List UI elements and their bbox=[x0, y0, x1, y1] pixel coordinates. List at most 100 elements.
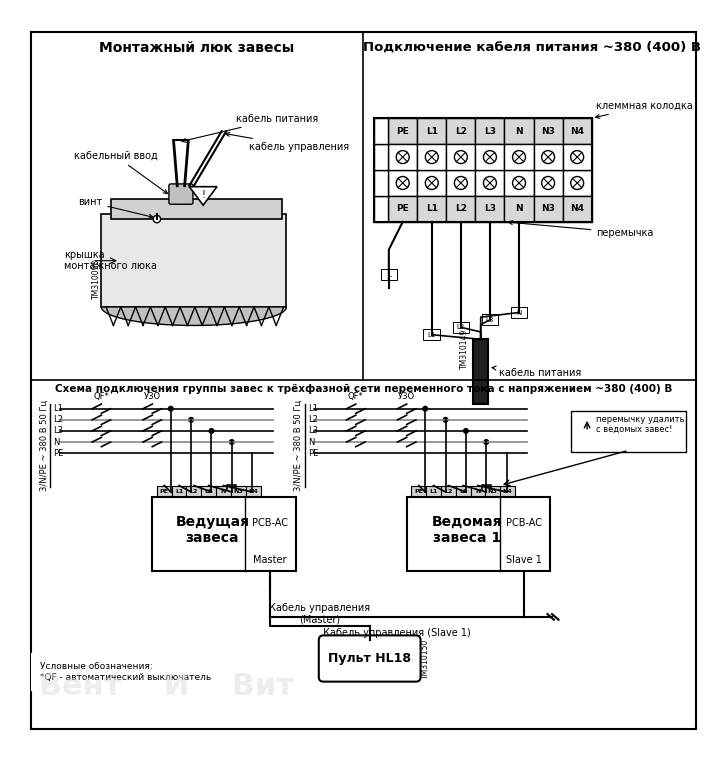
Circle shape bbox=[425, 177, 438, 189]
Bar bbox=[534, 170, 563, 196]
Text: N4: N4 bbox=[248, 489, 258, 494]
Text: L3: L3 bbox=[459, 489, 467, 494]
Bar bbox=[417, 144, 446, 170]
Text: L1: L1 bbox=[426, 126, 438, 135]
Circle shape bbox=[396, 151, 409, 164]
Bar bbox=[534, 196, 563, 222]
Text: PCB-AC: PCB-AC bbox=[506, 517, 542, 527]
Text: Схема подключения группы завес к трёхфазной сети переменного тока с напряжением : Схема подключения группы завес к трёхфаз… bbox=[55, 384, 672, 393]
Bar bbox=[475, 118, 505, 144]
Text: TM310098: TM310098 bbox=[92, 259, 101, 299]
Text: N: N bbox=[515, 205, 523, 213]
Text: L1: L1 bbox=[308, 404, 318, 413]
Text: QF*: QF* bbox=[94, 393, 109, 401]
FancyBboxPatch shape bbox=[423, 330, 440, 340]
Text: L2: L2 bbox=[308, 416, 318, 425]
Text: L2: L2 bbox=[53, 416, 63, 425]
Circle shape bbox=[454, 151, 467, 164]
Text: Slave 1: Slave 1 bbox=[506, 555, 542, 565]
Text: N4: N4 bbox=[502, 489, 513, 494]
Text: N4: N4 bbox=[570, 126, 585, 135]
Bar bbox=[475, 144, 505, 170]
FancyBboxPatch shape bbox=[452, 322, 469, 333]
Circle shape bbox=[483, 151, 497, 164]
Bar bbox=[374, 170, 388, 196]
Text: PE: PE bbox=[414, 489, 423, 494]
Text: PE: PE bbox=[160, 489, 169, 494]
Text: кабельный ввод: кабельный ввод bbox=[73, 151, 167, 193]
Bar bbox=[505, 196, 534, 222]
Circle shape bbox=[189, 418, 193, 422]
Bar bbox=[441, 486, 456, 497]
Text: Вент    И    Вит: Вент И Вит bbox=[39, 672, 294, 701]
Circle shape bbox=[169, 406, 173, 411]
Circle shape bbox=[484, 440, 489, 444]
Text: Подключение кабеля питания ~380 (400) В: Подключение кабеля питания ~380 (400) В bbox=[363, 40, 701, 53]
Text: PE: PE bbox=[53, 449, 64, 457]
Text: Master: Master bbox=[253, 555, 286, 565]
Polygon shape bbox=[189, 186, 217, 205]
Text: L2: L2 bbox=[457, 324, 465, 330]
Bar bbox=[446, 118, 475, 144]
Bar bbox=[446, 144, 475, 170]
Text: N: N bbox=[516, 310, 522, 316]
Bar bbox=[563, 118, 592, 144]
Circle shape bbox=[230, 440, 234, 444]
Text: Монтажный люк завесы: Монтажный люк завесы bbox=[99, 40, 294, 55]
Text: N: N bbox=[308, 438, 314, 447]
Bar bbox=[246, 486, 260, 497]
Bar bbox=[473, 339, 488, 404]
Text: PE: PE bbox=[396, 126, 409, 135]
Bar bbox=[417, 118, 446, 144]
Bar bbox=[411, 486, 426, 497]
Text: N: N bbox=[53, 438, 60, 447]
Bar bbox=[563, 144, 592, 170]
Bar bbox=[446, 170, 475, 196]
Polygon shape bbox=[101, 307, 286, 326]
Text: QF*: QF* bbox=[348, 393, 364, 401]
Bar bbox=[505, 170, 534, 196]
Circle shape bbox=[513, 151, 526, 164]
Text: L2: L2 bbox=[455, 205, 467, 213]
FancyBboxPatch shape bbox=[318, 635, 420, 682]
Text: кабель питания: кабель питания bbox=[492, 366, 582, 378]
Circle shape bbox=[542, 177, 555, 189]
Text: TM310149: TM310149 bbox=[459, 329, 468, 369]
Bar bbox=[486, 486, 500, 497]
Bar bbox=[563, 196, 592, 222]
Circle shape bbox=[443, 418, 448, 422]
Text: L3: L3 bbox=[486, 317, 494, 323]
Text: N3: N3 bbox=[541, 205, 555, 213]
Circle shape bbox=[153, 215, 161, 223]
Circle shape bbox=[423, 406, 427, 411]
Bar bbox=[456, 486, 470, 497]
Text: 3/N/PE ~ 380 В 50 Гц: 3/N/PE ~ 380 В 50 Гц bbox=[39, 400, 49, 492]
Text: N: N bbox=[221, 489, 226, 494]
Circle shape bbox=[483, 177, 497, 189]
Bar bbox=[534, 118, 563, 144]
Circle shape bbox=[209, 428, 214, 433]
Circle shape bbox=[571, 177, 584, 189]
Text: кабель управления: кабель управления bbox=[225, 132, 350, 151]
Text: УЗО: УЗО bbox=[398, 393, 415, 401]
Bar bbox=[374, 144, 388, 170]
Text: клеммная колодка: клеммная колодка bbox=[595, 101, 693, 118]
Text: N3: N3 bbox=[488, 489, 497, 494]
Text: L2: L2 bbox=[444, 489, 452, 494]
FancyBboxPatch shape bbox=[571, 412, 686, 452]
Bar bbox=[187, 486, 201, 497]
Text: Кабель управления (Slave 1): Кабель управления (Slave 1) bbox=[324, 628, 471, 638]
Bar bbox=[505, 144, 534, 170]
Circle shape bbox=[513, 177, 526, 189]
Text: Ведомая
завеса 1: Ведомая завеса 1 bbox=[432, 514, 502, 545]
Text: L2: L2 bbox=[190, 489, 198, 494]
Circle shape bbox=[396, 177, 409, 189]
Text: Условные обозначения:
*QF - автоматический выключатель: Условные обозначения: *QF - автоматическ… bbox=[40, 662, 212, 682]
Bar bbox=[216, 486, 231, 497]
Bar bbox=[406, 497, 550, 571]
Text: перемычка: перемычка bbox=[508, 221, 654, 237]
Bar bbox=[417, 170, 446, 196]
Text: кабель питания: кабель питания bbox=[182, 114, 318, 142]
Bar bbox=[563, 170, 592, 196]
Bar bbox=[374, 196, 388, 222]
